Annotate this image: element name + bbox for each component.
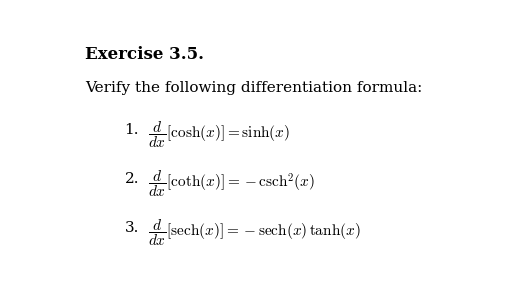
Text: Exercise 3.5.: Exercise 3.5. (85, 46, 204, 63)
Text: 3.: 3. (124, 221, 139, 235)
Text: $\dfrac{d}{dx}[\mathrm{sech}(x)] = -\mathrm{sech}(x)\,\tanh(x)$: $\dfrac{d}{dx}[\mathrm{sech}(x)] = -\mat… (148, 217, 361, 248)
Text: Verify the following differentiation formula:: Verify the following differentiation for… (85, 81, 423, 95)
Text: $\dfrac{d}{dx}[\cosh(x)] = \sinh(x)$: $\dfrac{d}{dx}[\cosh(x)] = \sinh(x)$ (148, 119, 290, 150)
Text: 1.: 1. (124, 123, 139, 137)
Text: 2.: 2. (124, 172, 139, 186)
Text: $\dfrac{d}{dx}[\coth(x)] = -\mathrm{csch}^{2}(x)$: $\dfrac{d}{dx}[\coth(x)] = -\mathrm{csch… (148, 168, 315, 199)
